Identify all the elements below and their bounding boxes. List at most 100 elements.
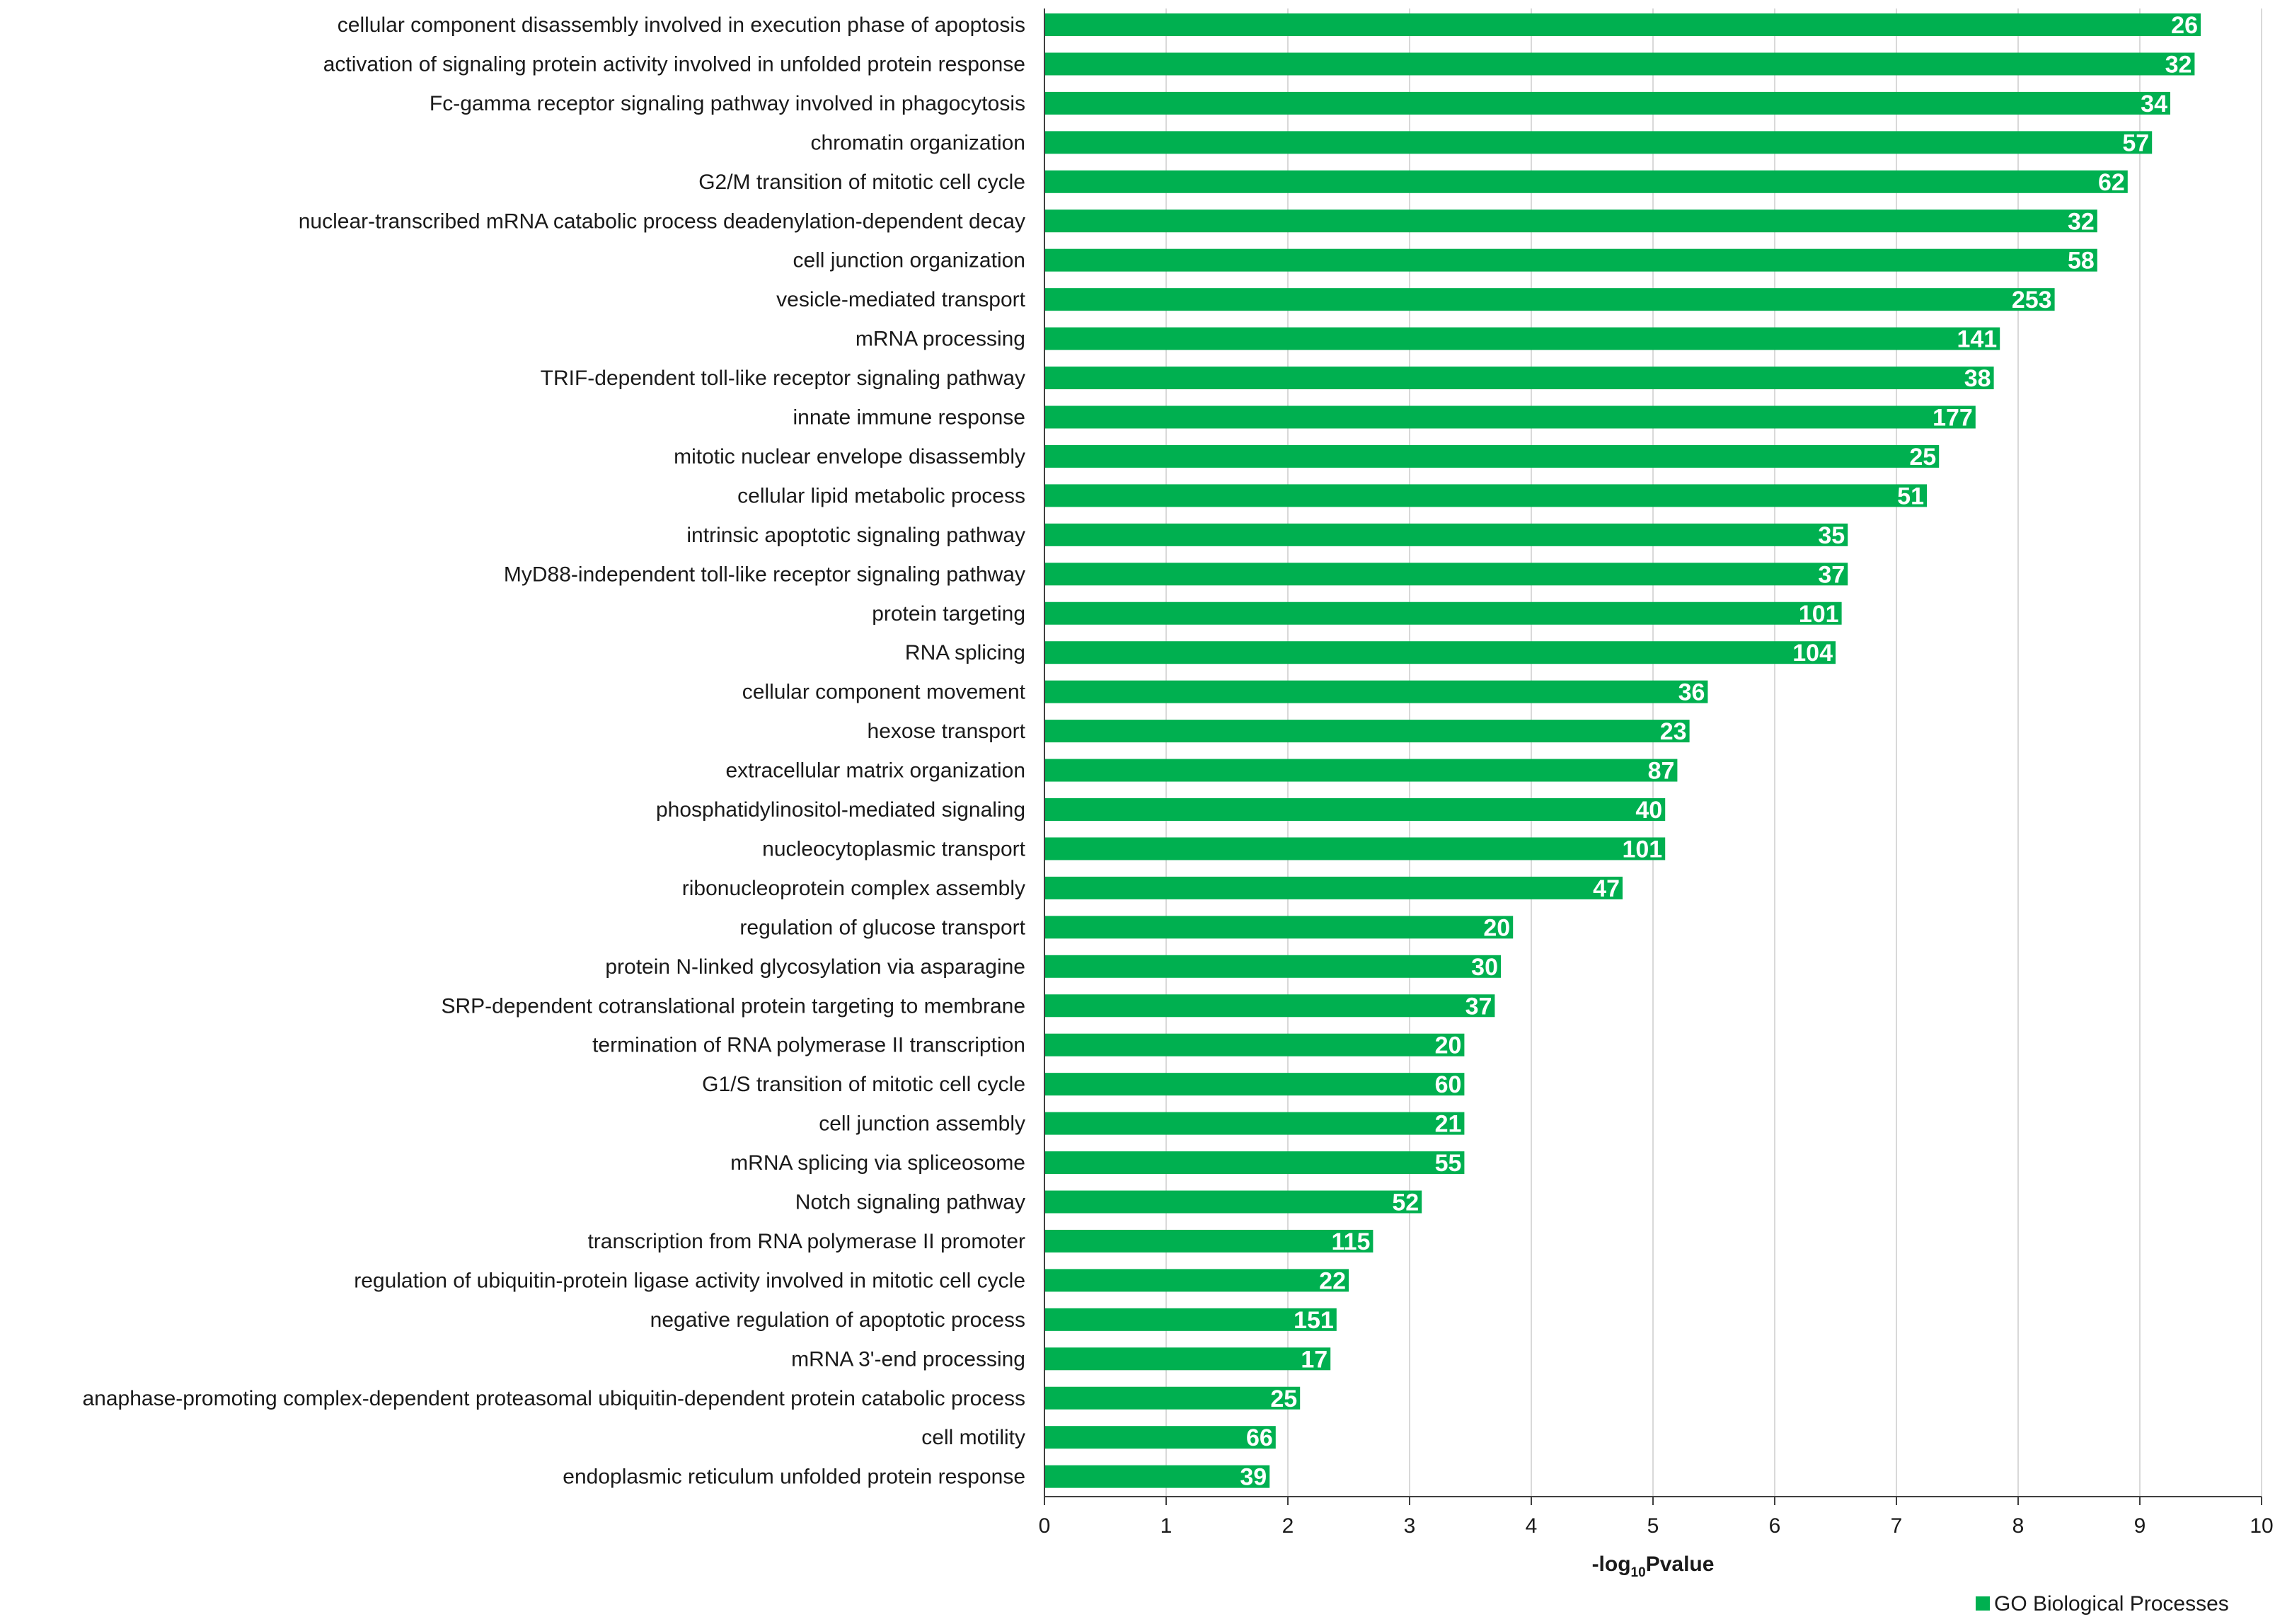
bar-data-label: 36 [1678, 679, 1705, 706]
bar [1044, 1426, 1276, 1449]
bar-data-label: 66 [1246, 1424, 1273, 1451]
bar-data-label: 25 [1909, 444, 1936, 471]
category-label: protein targeting [872, 602, 1025, 626]
category-label: nuclear-transcribed mRNA catabolic proce… [299, 209, 1025, 233]
bar-data-label: 21 [1435, 1111, 1462, 1138]
category-label: G1/S transition of mitotic cell cycle [702, 1073, 1025, 1096]
bar-data-label: 20 [1435, 1032, 1462, 1059]
category-label: regulation of glucose transport [739, 916, 1025, 939]
bar-data-label: 60 [1435, 1071, 1462, 1098]
bar-data-label: 151 [1294, 1307, 1334, 1334]
bar [1044, 288, 2055, 311]
bar [1044, 1229, 1373, 1252]
bar [1044, 1190, 1422, 1214]
bar [1044, 91, 2170, 115]
bar [1044, 601, 1842, 625]
category-label: cellular lipid metabolic process [737, 484, 1025, 507]
bar-data-label: 101 [1799, 601, 1839, 628]
category-label: cell junction organization [793, 249, 1025, 272]
category-label: cellular component movement [742, 681, 1026, 704]
x-axis-title-subscript: 10 [1631, 1565, 1646, 1580]
x-tick-label: 5 [1647, 1514, 1659, 1538]
bar [1044, 1112, 1465, 1135]
legend: GO Biological Processes [1976, 1592, 2229, 1616]
bar [1044, 131, 2153, 154]
category-label: RNA splicing [905, 641, 1025, 664]
bar [1044, 994, 1495, 1018]
category-label: hexose transport [868, 720, 1026, 743]
bar [1044, 1465, 1270, 1488]
bar-data-label: 17 [1301, 1346, 1327, 1373]
category-label: mRNA processing [856, 328, 1025, 351]
x-tick-label: 1 [1160, 1514, 1173, 1538]
bar-data-label: 57 [2122, 129, 2149, 156]
bar [1044, 52, 2195, 76]
bar-data-label: 37 [1818, 561, 1845, 588]
x-tick-label: 10 [2250, 1514, 2273, 1538]
category-label: regulation of ubiquitin-protein ligase a… [354, 1269, 1025, 1292]
bar-data-label: 141 [1957, 326, 1997, 353]
x-axis-title-main: -log [1592, 1553, 1631, 1576]
category-label: ribonucleoprotein complex assembly [682, 877, 1025, 900]
bar-data-label: 34 [2141, 91, 2167, 117]
category-label: Notch signaling pathway [795, 1191, 1025, 1214]
bar [1044, 405, 1976, 429]
bar-data-label: 58 [2068, 248, 2095, 275]
bar [1044, 1269, 1349, 1292]
bar-data-label: 20 [1483, 914, 1510, 941]
x-tick-label: 4 [1526, 1514, 1538, 1538]
bar [1044, 1151, 1465, 1175]
x-tick-label: 6 [1769, 1514, 1781, 1538]
bar [1044, 523, 1848, 546]
category-label: mRNA 3'-end processing [791, 1347, 1025, 1371]
bar-data-label: 26 [2171, 12, 2198, 39]
category-label: cell junction assembly [819, 1112, 1025, 1136]
x-axis: 0 1 2 3 4 5 6 7 8 9 10 [1039, 8, 2274, 1538]
bar-data-label: 39 [1240, 1464, 1267, 1491]
bar-data-label: 104 [1792, 640, 1833, 667]
bar [1044, 1386, 1301, 1410]
category-label: protein N-linked glycosylation via aspar… [605, 955, 1025, 979]
bars: 2632345762325825314138177255135371011043… [1044, 12, 2201, 1491]
bar [1044, 563, 1848, 586]
category-label: endoplasmic reticulum unfolded protein r… [563, 1465, 1025, 1489]
category-label: G2/M transition of mitotic cell cycle [698, 171, 1025, 194]
bar [1044, 837, 1666, 860]
x-axis-title: -log10Pvalue [1592, 1553, 1715, 1580]
category-label: Fc-gamma receptor signaling pathway invo… [430, 92, 1025, 115]
category-label: negative regulation of apoptotic process [650, 1308, 1025, 1332]
bar [1044, 209, 2097, 233]
bar-data-label: 101 [1622, 836, 1662, 863]
bar-data-label: 87 [1648, 758, 1675, 785]
bar [1044, 248, 2097, 272]
bar-data-label: 35 [1818, 522, 1845, 549]
legend-swatch [1976, 1596, 1990, 1611]
bar [1044, 798, 1666, 821]
category-label: cellular component disassembly involved … [338, 13, 1025, 37]
category-label: extracellular matrix organization [725, 759, 1025, 783]
bar [1044, 759, 1678, 782]
category-label: intrinsic apoptotic signaling pathway [686, 524, 1025, 547]
bar-data-label: 52 [1392, 1190, 1419, 1216]
bar [1044, 641, 1836, 664]
bar [1044, 327, 2000, 350]
bar-data-label: 25 [1270, 1386, 1297, 1412]
category-label: vesicle-mediated transport [776, 288, 1025, 311]
x-tick-label: 2 [1282, 1514, 1294, 1538]
legend-label: GO Biological Processes [1994, 1592, 2229, 1616]
category-label: TRIF-dependent toll-like receptor signal… [541, 367, 1025, 390]
category-label: phosphatidylinositol-mediated signaling [656, 798, 1025, 822]
bar [1044, 680, 1708, 703]
x-tick-label: 9 [2134, 1514, 2146, 1538]
bar-data-label: 253 [2012, 287, 2052, 313]
bar [1044, 1347, 1331, 1371]
bar [1044, 876, 1623, 899]
bar [1044, 444, 1940, 468]
bar [1044, 916, 1514, 939]
category-label: termination of RNA polymerase II transcr… [592, 1034, 1025, 1057]
bar [1044, 1308, 1337, 1331]
bar [1044, 367, 1994, 390]
bar-data-label: 115 [1332, 1228, 1371, 1255]
x-tick-label: 8 [2012, 1514, 2025, 1538]
